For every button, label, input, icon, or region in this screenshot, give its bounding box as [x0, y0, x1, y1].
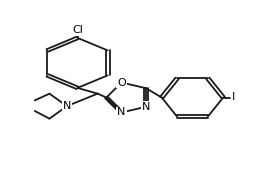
Text: I: I [232, 92, 235, 103]
Text: N: N [142, 102, 150, 112]
Text: O: O [117, 77, 126, 88]
Text: N: N [117, 107, 126, 118]
Text: N: N [63, 101, 71, 111]
Text: Cl: Cl [72, 25, 83, 35]
